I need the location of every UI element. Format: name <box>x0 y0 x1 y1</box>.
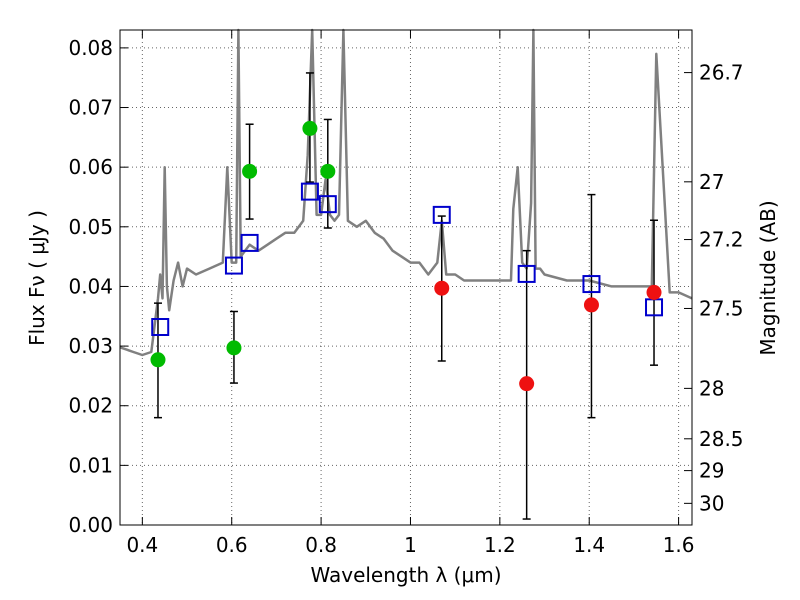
observed-point <box>242 163 258 179</box>
right-tick-labels: 26.7 27 27.2 27.5 28 28.5 29 30 <box>699 61 744 516</box>
y-tick-label: 0.08 <box>68 36 113 60</box>
right-tick-label: 30 <box>699 491 724 515</box>
model-point <box>517 264 536 283</box>
observed-point <box>320 163 336 179</box>
axis-ticks <box>120 30 692 526</box>
x-tick-label: 1.6 <box>663 533 695 557</box>
plot-frame <box>119 29 693 526</box>
x-tick-labels: 0.4 0.6 0.8 1 1.2 1.4 1.6 <box>126 533 694 557</box>
right-tick-label: 29 <box>699 459 724 483</box>
y-tick-label: 0.04 <box>68 274 113 298</box>
model-point <box>224 256 243 275</box>
x-tick-label: 1 <box>404 533 417 557</box>
observed-point <box>434 280 450 296</box>
x-tick-label: 1.2 <box>484 533 516 557</box>
model-point <box>582 275 601 294</box>
x-axis-label: Wavelength λ (μm) <box>310 563 501 587</box>
x-tick-label: 1.4 <box>573 533 605 557</box>
model-point <box>240 233 259 252</box>
model-point <box>151 318 170 336</box>
observed-point <box>646 284 662 300</box>
y-tick-labels: 0.00 0.01 0.02 0.03 0.04 0.05 0.06 0.07 0.08 <box>68 36 113 537</box>
right-tick-label: 27.2 <box>699 228 744 252</box>
right-axis-label: Magnitude (AB) <box>756 200 780 355</box>
markers-layer <box>150 120 664 392</box>
y-tick-label: 0.07 <box>68 96 113 120</box>
error-bars-layer <box>153 72 659 520</box>
y-axis-label: Flux Fν ( μJy ) <box>25 210 49 346</box>
y-tick-label: 0.00 <box>68 513 113 537</box>
model-point <box>318 195 337 214</box>
y-tick-label: 0.02 <box>68 394 113 418</box>
model-spectrum-layer <box>119 28 693 357</box>
y-tick-label: 0.01 <box>68 453 113 477</box>
observed-point <box>150 352 166 368</box>
observed-point <box>519 376 535 392</box>
right-tick-label: 26.7 <box>699 61 744 85</box>
model-spectrum-line <box>119 28 693 357</box>
right-tick-label: 28 <box>699 376 724 400</box>
x-tick-label: 0.8 <box>305 533 337 557</box>
model-point <box>432 205 451 224</box>
observed-point <box>583 297 599 313</box>
right-tick-label: 28.5 <box>699 427 744 451</box>
observed-point <box>226 340 242 356</box>
y-tick-label: 0.06 <box>68 155 113 179</box>
right-tick-label: 27.5 <box>699 296 744 320</box>
grid-lines <box>120 30 692 526</box>
right-tick-label: 27 <box>699 170 724 194</box>
y-tick-label: 0.03 <box>68 334 113 358</box>
x-tick-label: 0.4 <box>126 533 158 557</box>
x-tick-label: 0.6 <box>216 533 248 557</box>
observed-point <box>302 120 318 136</box>
model-point <box>300 182 319 201</box>
y-tick-label: 0.05 <box>68 215 113 239</box>
